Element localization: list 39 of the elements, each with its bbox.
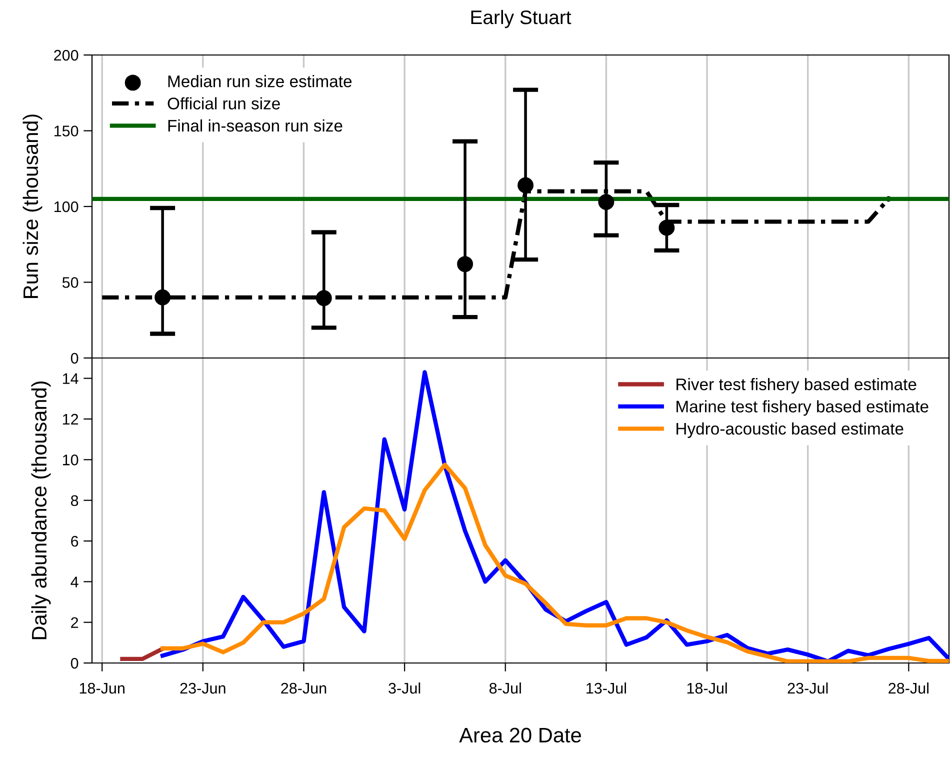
line-series (160, 462, 949, 663)
y-tick-label: 2 (71, 617, 78, 628)
y-axis-title: Daily abundance (thousand) (31, 381, 51, 640)
legend-label: Final in-season run size (168, 119, 342, 132)
x-tick-label: 28-Jul (888, 682, 928, 694)
y-tick-label: 100 (54, 201, 78, 212)
y-tick-label: 50 (62, 277, 78, 288)
y-tick-label: 6 (71, 536, 78, 547)
chart-title: Early Stuart (471, 10, 572, 28)
legend-label: River test fishery based estimate (676, 378, 916, 394)
y-tick-label: 8 (70, 495, 78, 506)
legend-label: Median run size estimate (168, 75, 352, 88)
y-tick-label: 4 (70, 576, 78, 588)
x-tick-label: 3-Jul (388, 682, 420, 694)
y-axis-title: Run size (thousand) (22, 114, 42, 298)
y-tick-label: 200 (54, 50, 78, 61)
y-tick-label: 150 (54, 126, 78, 136)
x-tick-label: 13-Jul (586, 682, 626, 694)
y-tick-label: 12 (62, 414, 78, 425)
point (658, 220, 675, 236)
x-tick-label: 18-Jun (80, 682, 124, 694)
x-tick-label: 28-Jun (281, 682, 326, 694)
y-tick-label: 0 (70, 352, 78, 364)
point (598, 194, 614, 210)
x-axis-title: Area 20 Date (459, 728, 581, 743)
point (154, 289, 171, 306)
x-tick-label: 8-Jul (489, 682, 521, 694)
legend-label: Hydro-acoustic based estimate (676, 422, 904, 438)
y-tick-label: 10 (62, 454, 78, 466)
y-tick-label: 0 (70, 658, 78, 669)
x-tick-label: 23-Jul (788, 682, 828, 694)
point (316, 290, 332, 306)
y-tick-label: 14 (62, 373, 78, 384)
legend-label: Official run size (168, 97, 280, 110)
point (457, 256, 474, 272)
x-tick-label: 23-Jun (180, 682, 226, 694)
legend-label: Marine test fishery based estimate (676, 400, 928, 416)
point (518, 177, 534, 194)
x-tick-label: 18-Jul (687, 682, 727, 694)
